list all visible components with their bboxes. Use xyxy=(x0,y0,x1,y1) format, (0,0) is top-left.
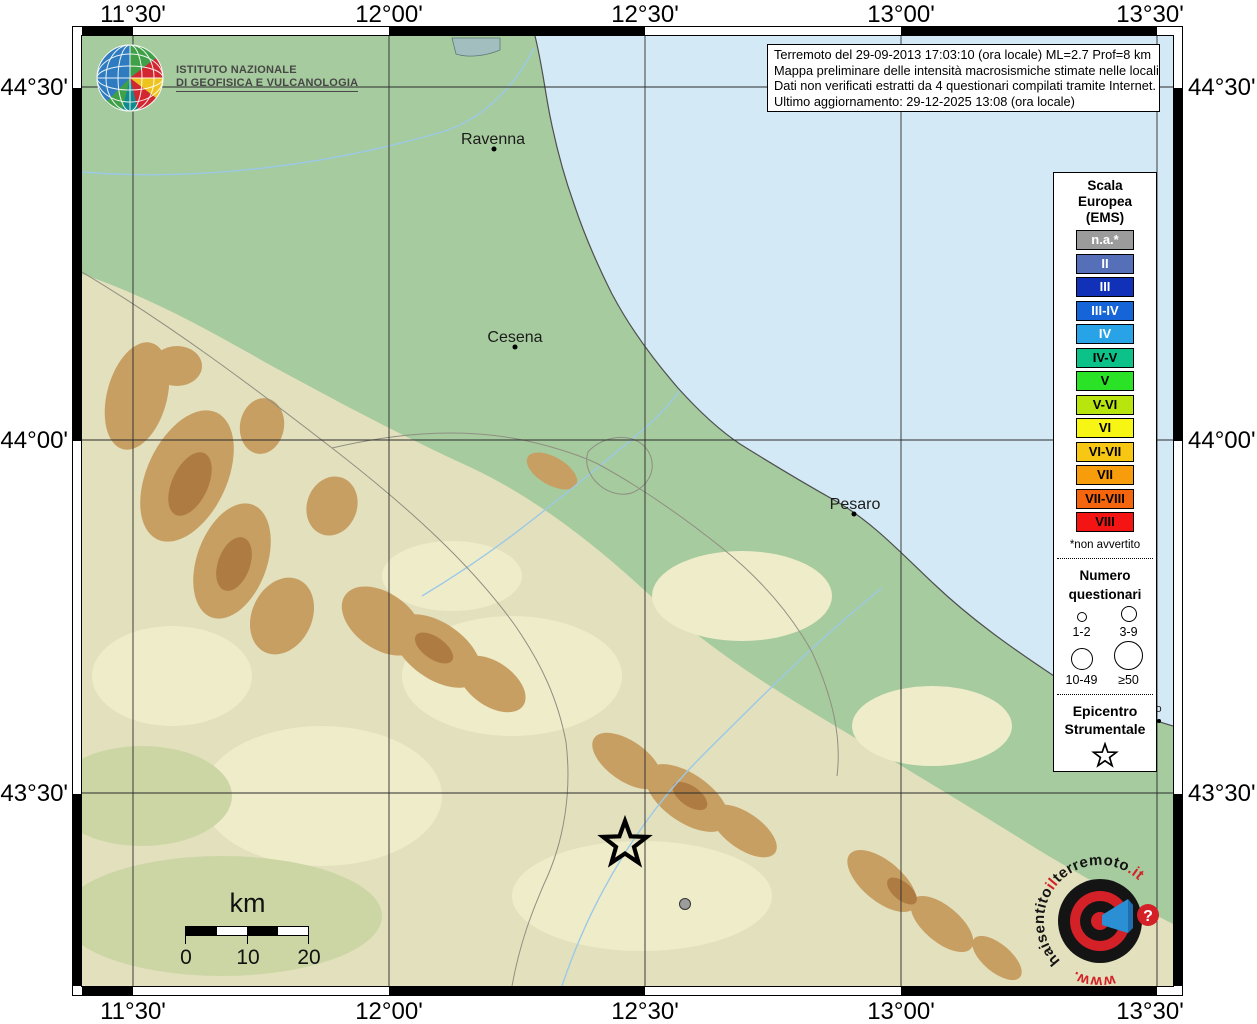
epicenter-title-2: Strumentale xyxy=(1064,721,1146,737)
questionnaire-circle-10-49-icon xyxy=(1070,648,1093,670)
axis-bottom-lon-4: 13°00' xyxy=(867,998,935,1024)
intensity-swatch-v: V xyxy=(1076,371,1134,391)
axis-left-lat-3: 43°30' xyxy=(0,780,68,807)
city-dot-ravenna xyxy=(491,146,497,152)
scale-bar-unit: km xyxy=(229,888,266,918)
intensity-swatch-na: n.a.* xyxy=(1076,230,1134,250)
edge-city-dot xyxy=(1157,719,1161,723)
intensity-swatch-vii: VII xyxy=(1076,465,1134,485)
felt-report-dot xyxy=(679,898,691,910)
lowland-tint xyxy=(82,746,382,976)
intensity-swatch-ii: II xyxy=(1076,253,1134,274)
city-label-pesaro: Pesaro xyxy=(829,496,881,513)
rivers xyxy=(82,47,883,986)
haisentitoilterremoto-logo: haisentitoilterremoto.it www. ? xyxy=(1031,852,1159,990)
scale-bar-tick-20: 20 xyxy=(297,946,321,969)
ingv-globe-icon xyxy=(96,44,164,112)
axis-right-lat-1: 44°30' xyxy=(1188,74,1256,101)
admin-boundaries xyxy=(82,271,839,986)
intensity-swatch-iv: IV xyxy=(1076,324,1134,344)
frame-band-left xyxy=(73,36,82,986)
ingv-logo: ISTITUTO NAZIONALE DI GEOFISICA E VULCAN… xyxy=(94,42,359,114)
question-badge xyxy=(1137,904,1159,926)
questionnaire-circle-50-icon xyxy=(1114,641,1143,670)
city-dot-cesena xyxy=(512,344,518,350)
legend-title-1: Scala xyxy=(1087,178,1123,193)
questionnaire-label-1-2: 1-2 xyxy=(1072,625,1091,639)
city-label-cesena: Cesena xyxy=(487,329,543,346)
scale-bar-tick-10: 10 xyxy=(236,946,260,969)
axis-right-lat-2: 44°00' xyxy=(1188,427,1256,454)
info-line-data-source: Dati non verificati estratti da 4 questi… xyxy=(774,78,1156,94)
frame-outline-inner xyxy=(81,35,1174,987)
axis-top-lon-2: 12°00' xyxy=(355,1,423,28)
info-line-event: Terremoto del 29-09-2013 17:03:10 (ora l… xyxy=(774,47,1152,62)
legend-footnote: *non avvertito xyxy=(1069,539,1141,551)
questionnaire-label-10-49: 10-49 xyxy=(1065,673,1098,687)
scale-bar-graphic xyxy=(185,926,309,936)
coastline xyxy=(534,36,1173,727)
axis-top-lon-4: 13°00' xyxy=(867,1,935,28)
terrain-graphic xyxy=(82,36,1173,986)
axis-bottom-lon-1: 11°30' xyxy=(100,998,166,1024)
ingv-line-1: ISTITUTO NAZIONALE xyxy=(176,64,297,76)
info-line-map-type: Mappa preliminare delle intensità macros… xyxy=(774,62,1160,78)
epicenter-star xyxy=(597,814,653,868)
epicenter-title-1: Epicentro xyxy=(1072,703,1138,719)
axis-right-lat-3: 43°30' xyxy=(1188,780,1256,807)
map-canvas xyxy=(82,36,1173,986)
info-line-updated: Ultimo aggiornamento: 29-12-2025 13:08 (… xyxy=(774,93,1075,109)
legend-title-3: (EMS) xyxy=(1085,210,1125,225)
legend-separator-1 xyxy=(1057,558,1153,559)
intensity-swatch-v-vi: V-VI xyxy=(1076,394,1134,415)
questionnaire-title-2: questionari xyxy=(1068,587,1142,602)
questionnaire-label-3-9: 3-9 xyxy=(1119,625,1138,639)
questionnaire-title-1: Numero xyxy=(1079,568,1131,583)
intensity-swatch-vi-vii: VI-VII xyxy=(1076,441,1134,462)
intensity-swatch-vii-viii: VII-VIII xyxy=(1076,488,1134,509)
legend-title-2: Europea xyxy=(1077,194,1132,209)
megaphone-icon xyxy=(1102,899,1128,933)
questionnaire-circle-1-2-icon xyxy=(1076,612,1087,622)
intensity-swatch-viii: VIII xyxy=(1076,512,1134,532)
lagoon-block xyxy=(451,37,501,57)
axis-top-lon-5: 13°30' xyxy=(1116,1,1184,28)
frame-band-right xyxy=(1173,36,1182,986)
axis-top-lon-3: 12°30' xyxy=(611,1,679,28)
intensity-swatch-iii: III xyxy=(1076,277,1134,297)
axis-bottom-lon-3: 12°30' xyxy=(611,998,679,1024)
questionnaire-row-2: 10-49 ≥50 xyxy=(1058,641,1152,687)
legend-panel: Scala Europea (EMS) n.a.* II III III-IV … xyxy=(1053,172,1157,772)
ingv-line-2: DI GEOFISICA E VULCANOLOGIA xyxy=(176,77,359,92)
questionnaire-label-50: ≥50 xyxy=(1118,673,1139,687)
intensity-swatch-iii-iv: III-IV xyxy=(1076,300,1134,321)
axis-bottom-lon-2: 12°00' xyxy=(355,998,423,1024)
questionnaire-row-1: 1-2 3-9 xyxy=(1058,606,1152,639)
epicenter-star-icon xyxy=(1091,741,1119,768)
logo-www-text: www. xyxy=(1069,967,1117,990)
axis-bottom-lon-5: 13°30' xyxy=(1116,998,1184,1024)
axis-left-lat-2: 44°00' xyxy=(0,427,68,454)
city-dot-pesaro xyxy=(851,511,857,517)
axis-left-lat-1: 44°30' xyxy=(0,74,68,101)
axis-top-lon-1: 11°30' xyxy=(100,1,166,28)
intensity-swatch-iv-v: IV-V xyxy=(1076,347,1134,368)
frame-outline-outer xyxy=(72,26,1183,996)
ingv-logo-text: ISTITUTO NAZIONALE DI GEOFISICA E VULCAN… xyxy=(176,64,359,92)
scale-bar: km 0 10 20 xyxy=(160,888,340,983)
question-badge-glyph: ? xyxy=(1143,908,1153,925)
legend-separator-2 xyxy=(1057,694,1153,695)
event-info-box: Terremoto del 29-09-2013 17:03:10 (ora l… xyxy=(767,44,1160,112)
mountain-peaks xyxy=(168,452,917,905)
intensity-scale: n.a.* II III III-IV IV IV-V V V-VI VI VI… xyxy=(1054,230,1156,532)
pale-terrain-patches xyxy=(92,541,1012,951)
mountain-ridges xyxy=(104,342,1022,981)
scale-bar-tick-0: 0 xyxy=(180,946,192,969)
megaphone-mouth xyxy=(1128,899,1133,933)
city-label-ravenna: Ravenna xyxy=(460,131,526,148)
intensity-swatch-vi: VI xyxy=(1076,418,1134,438)
questionnaire-circle-3-9-icon xyxy=(1120,606,1137,622)
